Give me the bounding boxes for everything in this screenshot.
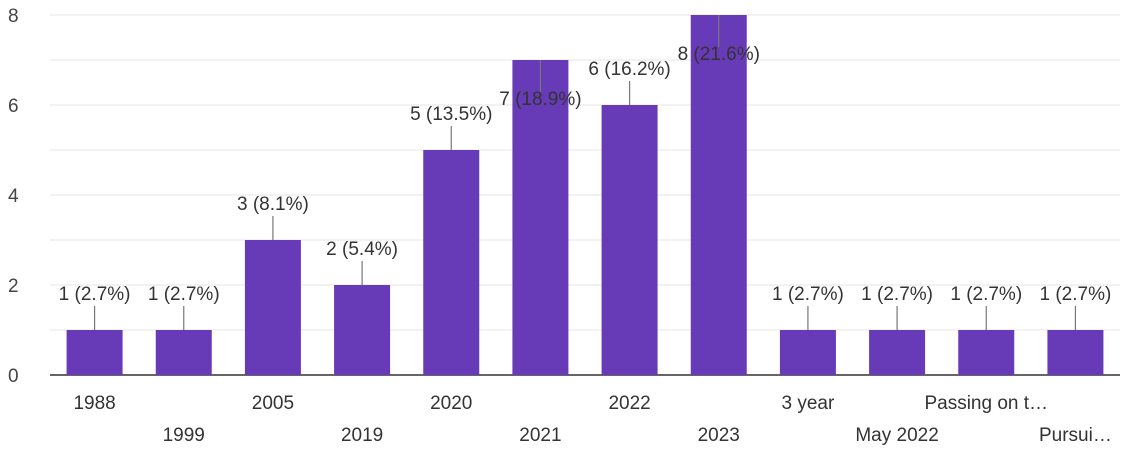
bar-2021 [512, 60, 569, 375]
bar-passing-on-t [958, 330, 1015, 375]
y-tick-label: 4 [8, 186, 19, 207]
data-label: 1 (2.7%) [861, 284, 933, 305]
x-tick-label: 3 year [782, 393, 835, 414]
data-label: 2 (5.4%) [326, 239, 398, 260]
data-label: 6 (16.2%) [588, 59, 670, 80]
y-tick-label: 0 [8, 366, 19, 387]
x-tick-label: 2019 [341, 425, 383, 446]
bar-2020 [423, 150, 480, 375]
x-tick-label: Pursui… [1039, 425, 1112, 446]
y-tick-label: 6 [8, 96, 19, 117]
x-axis-ticks: 1988 1999 2005 2019 2020 2021 2022 2023 3 year Ma… [73, 393, 1111, 446]
gridlines [50, 14, 1120, 376]
data-label: 5 (13.5%) [410, 104, 492, 125]
bar-pursui [1047, 330, 1104, 375]
x-tick-label: Passing on t… [924, 393, 1048, 414]
bar-2022 [601, 105, 658, 375]
bar-3-year [779, 330, 836, 375]
x-tick-label: 1999 [163, 425, 205, 446]
bar-2019 [334, 285, 391, 375]
data-label: 1 (2.7%) [1040, 284, 1112, 305]
data-label: 1 (2.7%) [950, 284, 1022, 305]
x-tick-label: May 2022 [855, 425, 938, 446]
x-tick-label: 2021 [519, 425, 561, 446]
x-tick-label: 1988 [73, 393, 115, 414]
x-tick-label: 2023 [698, 425, 740, 446]
bar-1988 [66, 330, 123, 375]
data-label: 3 (8.1%) [237, 194, 309, 215]
bar-2023 [690, 15, 747, 375]
x-tick-label: 2020 [430, 393, 472, 414]
x-tick-label: 2022 [608, 393, 650, 414]
y-tick-label: 2 [8, 276, 19, 297]
data-label: 1 (2.7%) [148, 284, 220, 305]
bar-2005 [244, 240, 301, 375]
data-label: 7 (18.9%) [499, 89, 581, 110]
y-axis-ticks: 0 2 4 6 8 [8, 6, 19, 387]
data-labels: 1 (2.7%) 1 (2.7%) 3 (8.1%) 2 (5.4%) 5 (13.5%… [59, 15, 1112, 330]
bar-1999 [155, 330, 212, 375]
x-tick-label: 2005 [252, 393, 294, 414]
data-label: 1 (2.7%) [59, 284, 131, 305]
bar-may-2022 [869, 330, 926, 375]
y-tick-label: 8 [8, 6, 19, 27]
data-label: 1 (2.7%) [772, 284, 844, 305]
data-label: 8 (21.6%) [678, 44, 760, 65]
bars [66, 15, 1104, 375]
